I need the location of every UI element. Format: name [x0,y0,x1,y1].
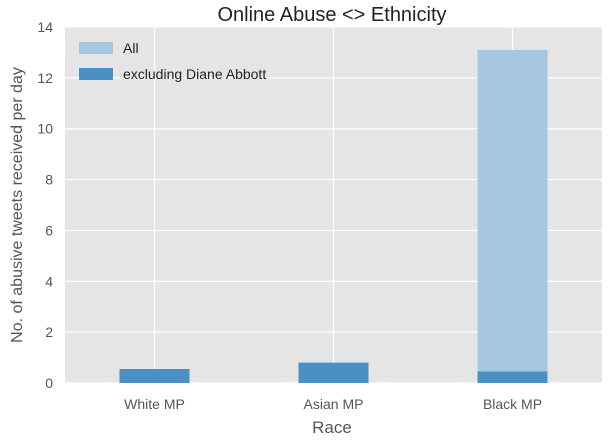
bar-all-2 [477,49,548,384]
x-axis-label: Race [312,418,352,437]
bar-excluding-diane-abbott-2 [477,371,548,383]
y-tick-label: 14 [37,19,53,35]
legend-label: excluding Diane Abbott [123,66,266,82]
y-tick-label: 12 [37,70,53,86]
legend-swatch [79,42,113,54]
y-axis-label: No. of abusive tweets received per day [9,67,26,343]
y-tick-label: 4 [45,273,53,289]
y-axis-ticks: 0 2 4 6 8 10 12 14 [37,19,53,391]
y-tick-label: 8 [45,172,53,188]
y-tick-label: 2 [45,324,53,340]
y-tick-label: 0 [45,375,53,391]
bar-excluding-diane-abbott-1 [298,362,369,383]
legend: All excluding Diane Abbott [79,40,266,82]
x-tick-label: Asian MP [304,396,364,412]
legend-label: All [123,40,139,56]
chart-title: Online Abuse <> Ethnicity [217,4,446,26]
x-tick-label: White MP [124,396,185,412]
legend-swatch [79,68,113,80]
bar-excluding-diane-abbott-0 [119,369,190,383]
x-axis-ticks: White MP Asian MP Black MP [124,396,542,412]
bars [119,49,548,384]
y-tick-label: 6 [45,222,53,238]
y-tick-label: 10 [37,121,53,137]
x-tick-label: Black MP [483,396,542,412]
